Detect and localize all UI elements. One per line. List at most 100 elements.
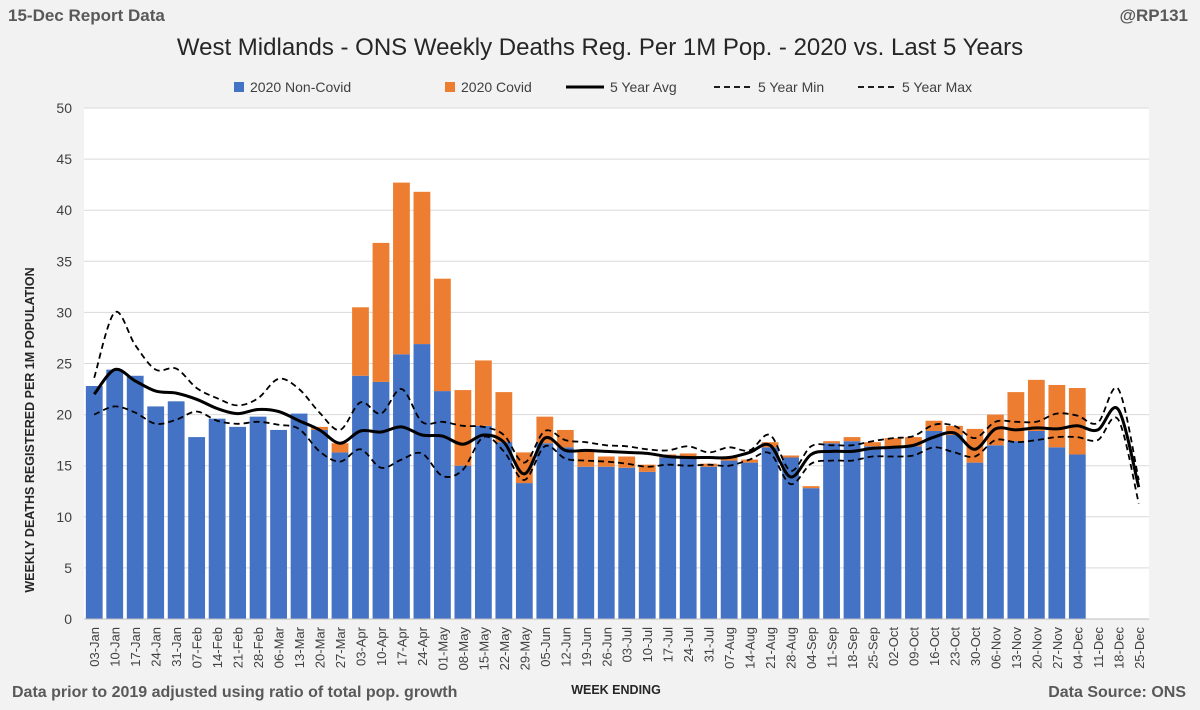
legend-label-5-year-min: 5 Year Min [758,79,824,95]
2020-non-covid-bar [515,483,533,619]
x-tick-label: 11-Dec [1091,627,1106,668]
y-tick-label: 15 [56,458,72,474]
2020-non-covid-bar [782,457,799,619]
x-tick-label: 30-Oct [968,627,983,666]
2020-non-covid-bar [147,406,165,619]
y-tick-label: 25 [56,356,72,372]
2020-non-covid-bar [823,443,840,619]
2020-non-covid-bar [1048,447,1066,619]
x-tick-label: 06-Nov [988,627,1003,669]
x-tick-label: 21-Feb [231,627,246,668]
2020-covid-bar [905,437,922,447]
data-source-label: Data Source: ONS [1048,684,1186,701]
2020-covid-bar [597,456,615,467]
2020-non-covid-bar [659,457,677,619]
x-tick-label: 17-Jan [128,627,143,667]
x-tick-label: 03-Apr [353,626,368,666]
2020-non-covid-bar [946,435,963,619]
author-handle: @RP131 [1119,6,1188,25]
2020-non-covid-bar [1068,454,1086,619]
2020-covid-bar [1048,384,1066,448]
2020-non-covid-bar [802,488,820,619]
2020-non-covid-bar [720,460,738,619]
2020-non-covid-bar [741,462,759,619]
2020-covid-bar [802,486,820,489]
line-series [93,310,1141,504]
report-date-label: 15-Dec Report Data [8,6,165,25]
legend-label-2020-covid: 2020 Covid [461,79,532,95]
x-tick-label: 11-Sep [825,627,840,668]
2020-covid-bar [454,390,472,466]
2020-non-covid-bar [454,465,472,619]
2020-covid-bar [638,464,656,472]
2020-covid-bar [1027,379,1045,431]
2020-non-covid-bar [536,443,554,619]
2020-covid-bar [925,420,943,431]
x-tick-label: 16-Oct [927,627,942,666]
x-tick-label: 02-Oct [886,627,901,666]
x-tick-label: 29-May [517,627,532,671]
x-tick-label: 24-Jan [149,627,164,667]
x-axis-title: WEEK ENDING [571,683,661,697]
x-tick-label: 24-Jul [681,627,696,663]
x-tick-label: 19-Jun [579,627,594,667]
2020-covid-bar [741,459,759,463]
2020-non-covid-bar [434,391,451,619]
2020-covid-bar [843,437,861,442]
2020-covid-bar [1068,388,1086,455]
2020-non-covid-bar [229,426,247,619]
2020-non-covid-bar [843,441,861,619]
y-tick-label: 0 [64,611,72,627]
2020-covid-bar [864,442,881,447]
legend-label-5-year-avg: 5 Year Avg [610,79,677,95]
2020-non-covid-bar [986,445,1004,619]
2020-non-covid-bar [638,471,656,619]
2020-non-covid-bar [1027,430,1045,619]
legend: 2020 Non-Covid 2020 Covid 5 Year Avg 5 Year… [234,79,972,95]
2020-covid-bar [393,182,410,355]
x-tick-label: 28-Aug [784,627,799,669]
2020-non-covid-bar [1007,441,1025,619]
5-year-min-line [93,405,1140,504]
2020-non-covid-bar [474,425,492,619]
2020-non-covid-bar [864,446,881,619]
footnote: Data prior to 2019 adjusted using ratio … [12,684,458,701]
5-year-max-line [93,310,1140,481]
x-tick-label: 13-Mar [292,626,307,668]
2020-non-covid-bar [618,467,636,619]
2020-non-covid-bar [208,418,226,619]
2020-non-covid-bar [761,447,779,619]
2020-covid-bar [823,441,840,444]
2020-non-covid-bar [413,344,431,619]
2020-covid-bar [679,453,697,458]
y-tick-label: 35 [56,253,72,269]
2020-covid-bar [946,425,963,436]
x-tick-label: 05-Jun [538,627,553,667]
x-tick-label: 22-May [497,627,512,671]
2020-non-covid-bar [126,375,144,619]
y-tick-label: 20 [56,407,72,423]
2020-non-covid-bar [311,429,328,619]
2020-covid-bar [782,455,799,458]
legend-swatch-2020-non-covid [234,82,244,92]
2020-non-covid-bar [577,466,595,619]
x-tick-label: 10-Jul [640,627,655,663]
2020-non-covid-bar [352,375,369,619]
x-tick-label: 18-Dec [1111,627,1126,669]
legend-label-5-year-max: 5 Year Max [902,79,972,95]
legend-label-2020-non-covid: 2020 Non-Covid [250,79,351,95]
x-tick-label: 28-Feb [251,627,266,668]
x-tick-label: 01-May [435,627,450,671]
2020-covid-bar [720,457,738,461]
x-tick-label: 03-Jul [620,627,635,663]
2020-non-covid-bar [905,446,922,619]
2020-non-covid-bar [167,401,185,619]
y-tick-label: 5 [64,560,72,576]
2020-non-covid-bar [495,442,513,619]
x-tick-label: 25-Dec [1132,627,1147,669]
x-tick-label: 08-May [456,627,471,671]
2020-covid-bar [495,392,513,443]
2020-non-covid-bar [393,354,410,619]
x-tick-label: 13-Nov [1009,627,1024,669]
